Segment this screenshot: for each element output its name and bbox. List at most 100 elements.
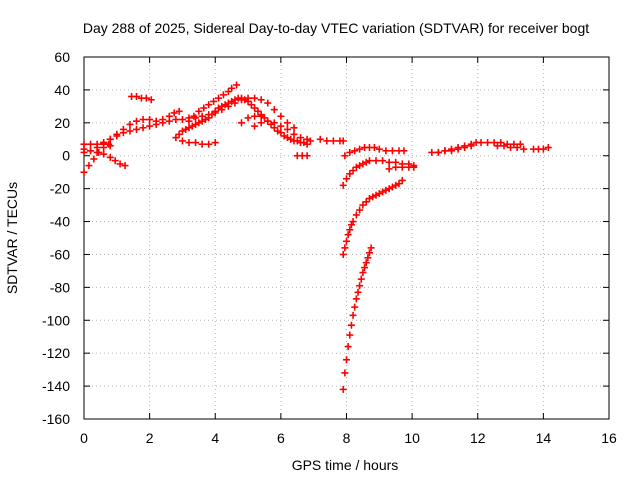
data-point [477,139,485,147]
series-arc-9 [185,81,241,125]
x-tick-label: 12 [470,430,486,446]
data-point [126,127,134,135]
data-point [365,195,373,203]
y-axis-label: SDTVAR / TECUs [4,182,20,294]
data-point [484,139,492,147]
x-tick-label: 4 [211,430,219,446]
x-tick-label: 6 [277,430,285,446]
data-point [375,190,383,198]
data-point [277,129,285,137]
data-point [146,116,154,124]
data-point [267,120,275,128]
data-point [178,116,186,124]
data-point [297,134,305,142]
data-point [341,244,349,252]
data-point [139,116,147,124]
x-tick-label: 8 [343,430,351,446]
data-point [146,122,154,130]
data-point [182,125,190,133]
data-point [347,321,355,329]
data-point [85,162,93,170]
data-point [233,81,241,89]
y-axis: -160 -140 -120 -100 -80 -60 -40 -20 0 20 40 60 [42,49,609,427]
data-point [257,119,265,127]
series-arc-11 [238,112,265,127]
series-arc-7 [165,107,183,120]
data-point [343,237,350,245]
data-point [382,186,390,194]
data-point [228,97,236,105]
data-point [231,96,239,104]
data-point [343,175,350,183]
data-point [448,147,455,155]
chart-title: Day 288 of 2025, Sidereal Day-to-day VTE… [83,20,589,36]
data-point [139,124,147,132]
data-marks [80,81,552,393]
data-point [211,107,219,115]
series-arc-6 [128,92,155,104]
data-point [361,264,369,272]
x-tick-label: 0 [80,430,88,446]
data-point [372,191,380,199]
data-point [264,99,272,107]
data-point [205,114,213,122]
data-point [170,109,178,117]
data-point [367,244,375,252]
data-point [347,221,355,229]
data-point [192,114,200,122]
data-point [357,275,365,283]
series-arc-18 [339,244,375,393]
data-point [280,132,288,140]
data-point [185,139,193,147]
data-point [247,101,255,109]
data-point [254,107,262,115]
data-point [359,160,367,168]
data-point [87,147,95,155]
data-point [116,160,124,168]
data-point [188,122,196,130]
data-point [198,140,206,148]
data-point [398,176,406,184]
data-point [133,92,140,100]
data-point [185,124,193,132]
data-point [497,139,505,147]
data-point [244,114,252,122]
data-point [87,140,95,148]
data-point [198,117,206,125]
x-axis-label: GPS time / hours [292,457,399,473]
data-point [80,168,88,176]
series-arc-13 [293,152,311,160]
data-point [341,152,349,160]
series-arc-17 [339,176,406,258]
data-point [344,343,352,351]
data-point [241,96,249,104]
data-point [185,117,193,125]
data-point [238,119,245,127]
data-point [392,181,400,189]
data-point [359,201,367,209]
data-point [121,162,129,170]
data-point [379,157,387,165]
data-point [277,122,285,130]
data-point [172,134,180,142]
data-point [215,94,223,102]
data-point [362,158,370,166]
data-point [410,163,418,171]
data-point [372,157,380,165]
data-point [147,96,155,104]
y-tick-label: -80 [50,279,70,295]
y-tick-label: -20 [50,181,70,197]
data-point [351,303,359,311]
data-point [364,254,372,262]
series-arc-12 [251,117,314,145]
data-point [490,139,498,147]
data-point [260,114,268,122]
data-point [90,155,98,163]
data-point [385,165,393,173]
data-point [264,117,272,125]
data-point [428,148,436,156]
data-point [339,181,347,189]
data-point [205,101,213,109]
data-point [190,112,198,120]
data-point [392,163,400,171]
